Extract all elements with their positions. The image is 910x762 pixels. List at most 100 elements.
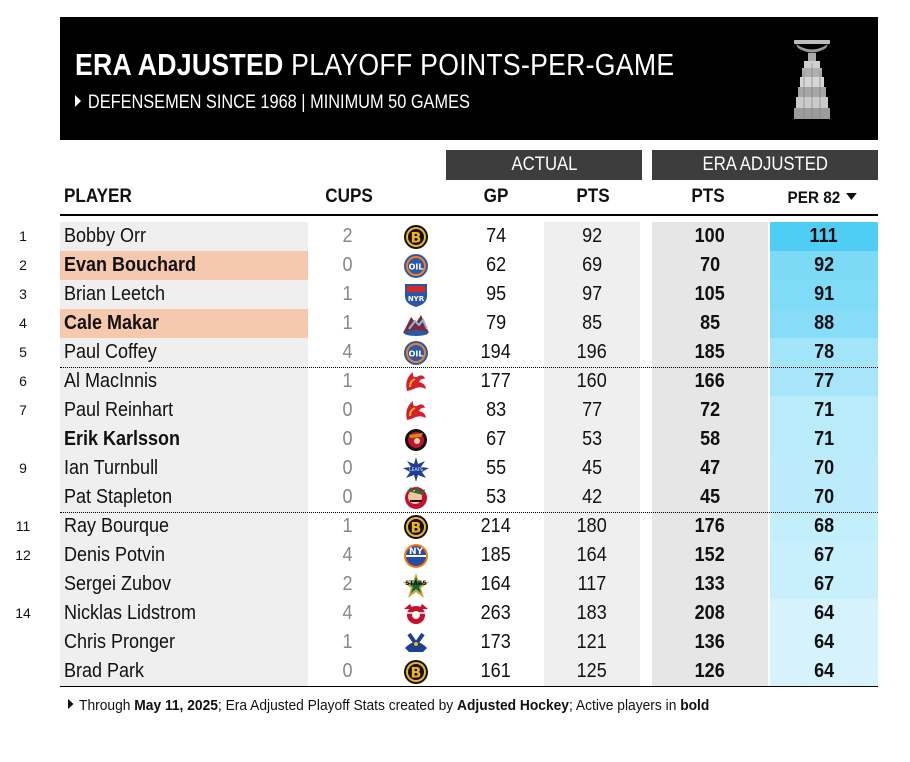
per82-value: 64 <box>770 657 878 686</box>
column-header-cups[interactable]: CUPS <box>325 186 373 207</box>
ea-pts-value: 47 <box>699 457 721 479</box>
gp-value: 263 <box>480 602 512 624</box>
per82-value: 77 <box>770 367 878 396</box>
gp-value: 95 <box>485 283 507 305</box>
cups-value: 1 <box>342 312 354 334</box>
group-header-era-adjusted: ERA ADJUSTED <box>652 150 878 180</box>
group-header-actual: ACTUAL <box>446 150 642 180</box>
table-row[interactable]: 7 Paul Reinhart 0 83 77 72 71 <box>0 396 910 425</box>
team-logo-edm-icon: OIL <box>399 338 433 367</box>
table-row[interactable]: 4 Cale Makar 1 79 85 85 88 <box>0 309 910 338</box>
svg-text:B: B <box>411 521 422 537</box>
column-header-pts[interactable]: PTS <box>576 186 610 207</box>
team-logo-dal-icon: STARS <box>399 570 433 599</box>
column-header-gp[interactable]: GP <box>483 186 509 207</box>
player-name: Cale Makar <box>60 309 308 338</box>
player-name: Bobby Orr <box>64 225 147 247</box>
team-logo-nyr-icon: NYR <box>399 280 433 309</box>
column-header-ea-pts[interactable]: PTS <box>691 186 725 207</box>
rank-label <box>0 657 46 686</box>
chart-subtitle: DEFENSEMEN SINCE 1968 | MINIMUM 50 GAMES <box>75 92 470 114</box>
ea-pts-value: 126 <box>694 660 726 682</box>
sort-descending-icon <box>845 193 857 200</box>
rank-label: 1 <box>19 228 27 244</box>
gp-value: 79 <box>485 312 507 334</box>
table-row[interactable]: 14 Nicklas Lidstrom 4 263 183 208 64 <box>0 599 910 628</box>
table-row[interactable]: 11 Ray Bourque 1 B 214 180 176 68 <box>0 512 910 541</box>
pts-value: 160 <box>576 370 608 392</box>
ea-pts-value: 100 <box>694 225 726 247</box>
table-row[interactable]: 12 Denis Potvin 4 NY 185 164 152 67 <box>0 541 910 570</box>
table-row[interactable]: 2 Evan Bouchard 0 OIL 62 69 70 92 <box>0 251 910 280</box>
rank-label: 3 <box>19 286 27 302</box>
table-row[interactable]: Sergei Zubov 2 STARS 164 117 133 67 <box>0 570 910 599</box>
svg-text:B: B <box>411 231 422 247</box>
pts-column-shade <box>544 222 640 686</box>
player-name: Ray Bourque <box>64 515 170 537</box>
cups-value: 0 <box>342 254 354 276</box>
ea-pts-value: 58 <box>699 428 721 450</box>
ea-pts-value: 72 <box>699 399 721 421</box>
player-name: Sergei Zubov <box>64 573 172 595</box>
ea-pts-value: 45 <box>699 486 721 508</box>
gp-value: 194 <box>480 341 512 363</box>
per82-value: 68 <box>770 512 878 541</box>
svg-text:OIL: OIL <box>409 263 424 272</box>
team-logo-chi-icon <box>399 483 433 512</box>
table-row[interactable]: Chris Pronger 1 173 121 136 64 <box>0 628 910 657</box>
ea-pts-value: 208 <box>694 602 726 624</box>
table-row[interactable]: Brad Park 0 B 161 125 126 64 <box>0 657 910 686</box>
pts-value: 183 <box>576 602 608 624</box>
cups-value: 2 <box>342 573 354 595</box>
rank-label: 14 <box>15 605 31 621</box>
player-name: Erik Karlsson <box>64 428 181 450</box>
gp-value: 62 <box>485 254 507 276</box>
rank-label <box>0 628 46 657</box>
column-header-per82[interactable]: PER 82 <box>788 188 857 208</box>
rank-label: 2 <box>19 257 27 273</box>
stanley-cup-icon <box>794 40 830 119</box>
table-row[interactable]: 1 Bobby Orr 2 B 74 92 100 111 <box>0 222 910 251</box>
header-rule <box>60 214 878 216</box>
rank-label: 9 <box>19 460 27 476</box>
rank-label: 6 <box>19 373 27 389</box>
player-column-shade <box>60 222 308 686</box>
team-logo-edm-icon: OIL <box>399 251 433 280</box>
table-row[interactable]: Erik Karlsson 0 67 53 58 71 <box>0 425 910 454</box>
pts-value: 45 <box>581 457 603 479</box>
pts-value: 117 <box>577 573 607 595</box>
rank-label: 12 <box>15 547 31 563</box>
table-row[interactable]: Pat Stapleton 0 53 42 45 70 <box>0 483 910 512</box>
svg-text:NY: NY <box>409 547 424 557</box>
pts-value: 125 <box>576 660 608 682</box>
player-name: Nicklas Lidstrom <box>64 602 197 624</box>
table-row[interactable]: 9 Ian Turnbull 0 LEAFS 55 45 47 70 <box>0 454 910 483</box>
svg-text:STARS: STARS <box>405 580 427 587</box>
cups-value: 0 <box>342 457 354 479</box>
chart-title: ERA ADJUSTED PLAYOFF POINTS-PER-GAME <box>75 47 675 82</box>
player-name: Brad Park <box>64 660 145 682</box>
column-header-player[interactable]: PLAYER <box>64 186 132 207</box>
cups-value: 1 <box>342 283 354 305</box>
gp-value: 214 <box>480 515 512 537</box>
gp-value: 74 <box>485 225 507 247</box>
cups-value: 0 <box>342 399 354 421</box>
team-logo-stl-icon <box>399 628 433 657</box>
ea-pts-value: 176 <box>694 515 726 537</box>
player-name: Paul Coffey <box>64 341 157 363</box>
per82-value: 71 <box>770 396 878 425</box>
table-row[interactable]: 5 Paul Coffey 4 OIL 194 196 185 78 <box>0 338 910 367</box>
per82-value: 71 <box>770 425 878 454</box>
table-row[interactable]: 3 Brian Leetch 1 NYR 95 97 105 91 <box>0 280 910 309</box>
svg-text:OIL: OIL <box>409 350 424 359</box>
per82-value: 64 <box>770 599 878 628</box>
gp-value: 164 <box>480 573 512 595</box>
cups-value: 2 <box>342 225 354 247</box>
triangle-right-icon <box>68 699 74 709</box>
gp-value: 173 <box>480 631 512 653</box>
table-row[interactable]: 6 Al MacInnis 1 177 160 166 77 <box>0 367 910 396</box>
team-logo-bos-icon: B <box>399 512 433 541</box>
player-name: Pat Stapleton <box>64 486 173 508</box>
ea-pts-value: 185 <box>694 341 726 363</box>
ea-pts-value: 136 <box>694 631 726 653</box>
